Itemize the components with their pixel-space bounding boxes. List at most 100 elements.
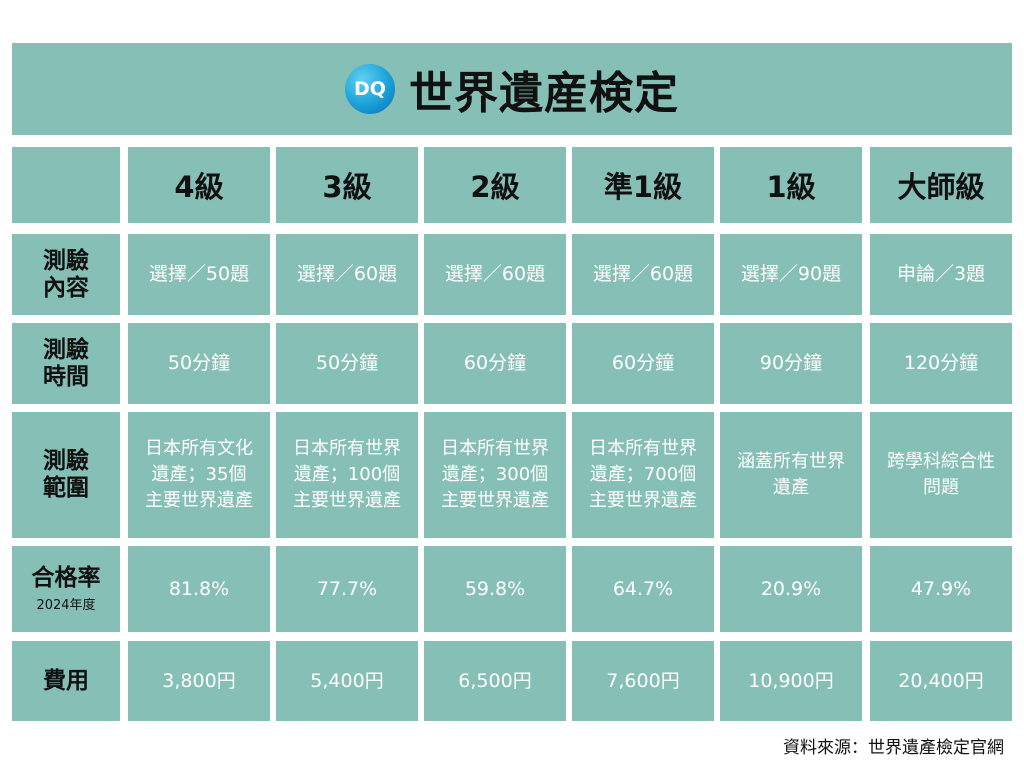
level-header: 大師級 bbox=[870, 147, 1012, 223]
row-header: 測驗 範圍 bbox=[12, 412, 120, 538]
row-header-label: 內容 bbox=[43, 274, 89, 301]
cell-text: 47.9% bbox=[910, 577, 972, 600]
cell-text: 主要世界遺產 bbox=[441, 490, 549, 511]
table-cell: 選擇／50題 bbox=[128, 234, 270, 315]
table-cell: 60分鐘 bbox=[572, 323, 714, 404]
cell-text: 90分鐘 bbox=[759, 352, 823, 374]
cell-text: 選擇／50題 bbox=[148, 263, 250, 285]
table-cell: 77.7% bbox=[276, 546, 418, 632]
cell-text: 日本所有世界 bbox=[293, 438, 401, 459]
level-header-label: 準1級 bbox=[603, 170, 683, 204]
table-cell: 日本所有世界 遺產；300個 主要世界遺產 bbox=[424, 412, 566, 538]
row-header: 費用 bbox=[12, 641, 120, 721]
table-cell: 47.9% bbox=[870, 546, 1012, 632]
row-header-note: 2024年度 bbox=[36, 597, 96, 613]
cell-text: 日本所有世界 bbox=[441, 438, 549, 459]
table-cell: 120分鐘 bbox=[870, 323, 1012, 404]
corner-cell bbox=[12, 147, 120, 223]
table-cell: 日本所有世界 遺產；100個 主要世界遺產 bbox=[276, 412, 418, 538]
page-title: 世界遺産検定 bbox=[409, 68, 679, 119]
table-cell: 申論／3題 bbox=[870, 234, 1012, 315]
row-header-label: 測驗 bbox=[43, 448, 89, 474]
level-header-label: 1級 bbox=[766, 170, 816, 204]
row-header: 合格率 2024年度 bbox=[12, 546, 120, 632]
level-header: 3級 bbox=[276, 147, 418, 223]
table-cell: 7,600円 bbox=[572, 641, 714, 721]
table-cell: 3,800円 bbox=[128, 641, 270, 721]
level-header-label: 3級 bbox=[322, 170, 372, 204]
row-header-label: 合格率 bbox=[31, 564, 101, 591]
table-cell: 50分鐘 bbox=[128, 323, 270, 404]
table-cell: 涵蓋所有世界 遺產 bbox=[720, 412, 862, 538]
cell-text: 日本所有世界 bbox=[589, 438, 697, 459]
cell-text: 20,400円 bbox=[898, 669, 984, 692]
cell-text: 50分鐘 bbox=[315, 352, 379, 374]
table-cell: 60分鐘 bbox=[424, 323, 566, 404]
table-cell: 50分鐘 bbox=[276, 323, 418, 404]
level-header-label: 2級 bbox=[470, 170, 520, 204]
cell-text: 60分鐘 bbox=[463, 352, 527, 374]
cell-text: 59.8% bbox=[464, 577, 526, 600]
table-cell: 90分鐘 bbox=[720, 323, 862, 404]
level-header-label: 4級 bbox=[174, 170, 224, 204]
table-cell: 6,500円 bbox=[424, 641, 566, 721]
cell-text: 81.8% bbox=[168, 577, 230, 600]
cell-text: 主要世界遺產 bbox=[145, 490, 253, 511]
level-header-label: 大師級 bbox=[897, 170, 985, 204]
cell-text: 3,800円 bbox=[162, 669, 236, 692]
cell-text: 選擇／60題 bbox=[296, 263, 398, 285]
cell-text: 20.9% bbox=[760, 577, 822, 600]
table-cell: 跨學科綜合性 問題 bbox=[870, 412, 1012, 538]
table-cell: 日本所有文化 遺產；35個 主要世界遺產 bbox=[128, 412, 270, 538]
table-cell: 選擇／60題 bbox=[572, 234, 714, 315]
row-header-label: 測驗 bbox=[43, 247, 89, 274]
cell-text: 120分鐘 bbox=[903, 352, 979, 374]
table-cell: 選擇／60題 bbox=[276, 234, 418, 315]
level-header: 4級 bbox=[128, 147, 270, 223]
table-cell: 選擇／60題 bbox=[424, 234, 566, 315]
table-cell: 日本所有世界 遺產；700個 主要世界遺產 bbox=[572, 412, 714, 538]
table-cell: 5,400円 bbox=[276, 641, 418, 721]
cell-text: 申論／3題 bbox=[896, 263, 986, 285]
cell-text: 選擇／90題 bbox=[740, 263, 842, 285]
level-header: 1級 bbox=[720, 147, 862, 223]
level-header: 2級 bbox=[424, 147, 566, 223]
cell-text: 涵蓋所有世界 bbox=[737, 451, 845, 472]
cell-text: 50分鐘 bbox=[167, 352, 231, 374]
table-cell: 81.8% bbox=[128, 546, 270, 632]
cell-text: 7,600円 bbox=[606, 669, 680, 692]
table-cell: 20.9% bbox=[720, 546, 862, 632]
row-header: 測驗 時間 bbox=[12, 323, 120, 404]
cell-text: 日本所有文化 bbox=[145, 438, 253, 459]
source-note: 資料來源：世界遺產檢定官網 bbox=[783, 738, 1004, 758]
dq-logo: DQ bbox=[345, 64, 395, 114]
cell-text: 主要世界遺產 bbox=[589, 490, 697, 511]
row-header: 測驗 內容 bbox=[12, 234, 120, 315]
level-header: 準1級 bbox=[572, 147, 714, 223]
title-banner: DQ 世界遺産検定 bbox=[12, 43, 1012, 135]
cell-text: 跨學科綜合性 bbox=[887, 451, 995, 472]
row-header-label: 時間 bbox=[43, 363, 89, 390]
table-cell: 59.8% bbox=[424, 546, 566, 632]
table-cell: 20,400円 bbox=[870, 641, 1012, 721]
cell-text: 遺產；300個 bbox=[441, 464, 549, 485]
cell-text: 77.7% bbox=[316, 577, 378, 600]
cell-text: 6,500円 bbox=[458, 669, 532, 692]
table-cell: 選擇／90題 bbox=[720, 234, 862, 315]
cell-text: 主要世界遺產 bbox=[293, 490, 401, 511]
cell-text: 遺產；100個 bbox=[293, 464, 401, 485]
cell-text: 遺產；700個 bbox=[589, 464, 697, 485]
cell-text: 60分鐘 bbox=[611, 352, 675, 374]
row-header-label: 範圍 bbox=[43, 475, 89, 501]
table-cell: 10,900円 bbox=[720, 641, 862, 721]
cell-text: 64.7% bbox=[612, 577, 674, 600]
table-cell: 64.7% bbox=[572, 546, 714, 632]
row-header-label: 測驗 bbox=[43, 336, 89, 363]
cell-text: 選擇／60題 bbox=[444, 263, 546, 285]
cell-text: 遺產 bbox=[773, 477, 809, 498]
cell-text: 10,900円 bbox=[748, 669, 834, 692]
cell-text: 遺產；35個 bbox=[151, 464, 247, 485]
cell-text: 選擇／60題 bbox=[592, 263, 694, 285]
row-header-label: 費用 bbox=[43, 667, 89, 694]
cell-text: 5,400円 bbox=[310, 669, 384, 692]
